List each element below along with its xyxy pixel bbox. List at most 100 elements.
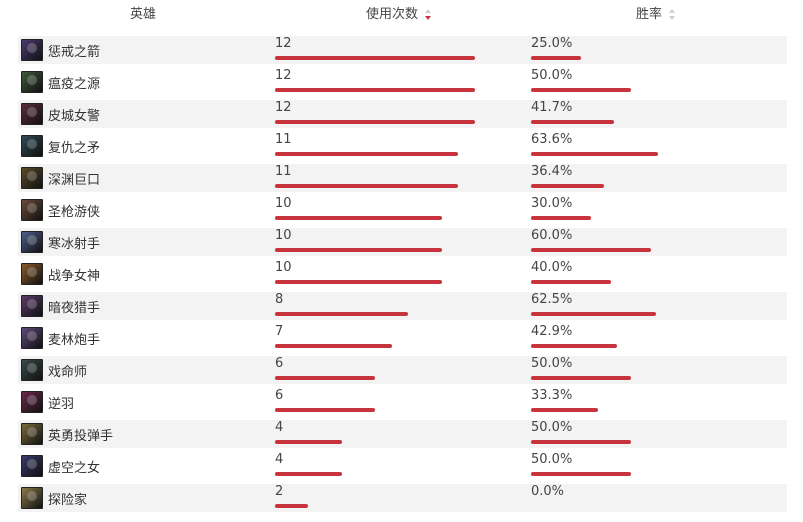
hero-name[interactable]: 惩戒之箭 — [48, 44, 101, 60]
hero-name[interactable]: 暗夜猎手 — [48, 300, 101, 316]
hero-name[interactable]: 瘟疫之源 — [48, 76, 101, 92]
winrate-cell: 62.5% — [531, 292, 656, 316]
hero-name[interactable]: 战争女神 — [48, 268, 101, 284]
table-row[interactable]: 探险家 2 0.0% — [0, 480, 803, 512]
hero-avatar-icon[interactable] — [21, 103, 43, 125]
uses-value: 12 — [275, 68, 292, 83]
uses-value: 4 — [275, 452, 284, 467]
table-row[interactable]: 复仇之矛 11 63.6% — [0, 128, 803, 160]
winrate-cell: 63.6% — [531, 132, 658, 156]
hero-name[interactable]: 皮城女警 — [48, 108, 101, 124]
winrate-bar — [531, 152, 658, 156]
winrate-value: 36.4% — [531, 164, 573, 179]
hero-cell[interactable]: 寒冰射手 — [21, 230, 100, 254]
uses-value: 4 — [275, 420, 284, 435]
table-row[interactable]: 虚空之女 4 50.0% — [0, 448, 803, 480]
hero-avatar-icon[interactable] — [21, 391, 43, 413]
row-stripe — [18, 420, 787, 448]
hero-cell[interactable]: 戏命师 — [21, 358, 87, 382]
winrate-bar — [531, 184, 604, 188]
hero-name[interactable]: 逆羽 — [48, 396, 75, 412]
hero-name[interactable]: 麦林炮手 — [48, 332, 101, 348]
table-row[interactable]: 深渊巨口 11 36.4% — [0, 160, 803, 192]
hero-cell[interactable]: 皮城女警 — [21, 102, 100, 126]
hero-avatar-icon[interactable] — [21, 71, 43, 93]
hero-cell[interactable]: 圣枪游侠 — [21, 198, 100, 222]
winrate-value: 50.0% — [531, 420, 573, 435]
hero-name[interactable]: 戏命师 — [48, 364, 88, 380]
table-row[interactable]: 英勇投弹手 4 50.0% — [0, 416, 803, 448]
hero-avatar-icon[interactable] — [21, 135, 43, 157]
hero-avatar-icon[interactable] — [21, 199, 43, 221]
column-header-uses[interactable]: 使用次数 — [366, 3, 432, 22]
winrate-bar — [531, 248, 651, 252]
hero-avatar-icon[interactable] — [21, 167, 43, 189]
winrate-value: 40.0% — [531, 260, 573, 275]
hero-cell[interactable]: 复仇之矛 — [21, 134, 100, 158]
hero-name[interactable]: 虚空之女 — [48, 460, 101, 476]
table-row[interactable]: 暗夜猎手 8 62.5% — [0, 288, 803, 320]
table-row[interactable]: 战争女神 10 40.0% — [0, 256, 803, 288]
row-stripe — [18, 484, 787, 512]
table-row[interactable]: 戏命师 6 50.0% — [0, 352, 803, 384]
table-row[interactable]: 逆羽 6 33.3% — [0, 384, 803, 416]
hero-avatar-icon[interactable] — [21, 39, 43, 61]
hero-name[interactable]: 英勇投弹手 — [48, 428, 114, 444]
hero-name[interactable]: 寒冰射手 — [48, 236, 101, 252]
hero-name[interactable]: 复仇之矛 — [48, 140, 101, 156]
uses-value: 6 — [275, 388, 284, 403]
winrate-value: 41.7% — [531, 100, 573, 115]
hero-cell[interactable]: 英勇投弹手 — [21, 422, 113, 446]
uses-value: 12 — [275, 36, 292, 51]
hero-avatar-icon[interactable] — [21, 327, 43, 349]
table-row[interactable]: 圣枪游侠 10 30.0% — [0, 192, 803, 224]
winrate-cell: 30.0% — [531, 196, 591, 220]
column-header-winrate[interactable]: 胜率 — [636, 3, 676, 22]
hero-name[interactable]: 深渊巨口 — [48, 172, 101, 188]
hero-cell[interactable]: 战争女神 — [21, 262, 100, 286]
hero-avatar-icon[interactable] — [21, 455, 43, 477]
uses-cell: 11 — [275, 132, 458, 156]
hero-avatar-icon[interactable] — [21, 295, 43, 317]
hero-name[interactable]: 圣枪游侠 — [48, 204, 101, 220]
hero-cell[interactable]: 瘟疫之源 — [21, 70, 100, 94]
hero-avatar-icon[interactable] — [21, 487, 43, 509]
hero-cell[interactable]: 探险家 — [21, 486, 87, 510]
winrate-value: 60.0% — [531, 228, 573, 243]
hero-avatar-icon[interactable] — [21, 423, 43, 445]
winrate-bar — [531, 472, 631, 476]
uses-cell: 4 — [275, 452, 342, 476]
uses-bar — [275, 344, 392, 348]
table-row[interactable]: 皮城女警 12 41.7% — [0, 96, 803, 128]
hero-cell[interactable]: 深渊巨口 — [21, 166, 100, 190]
column-header-winrate-label: 胜率 — [636, 7, 663, 22]
winrate-cell: 50.0% — [531, 68, 631, 92]
hero-avatar-icon[interactable] — [21, 359, 43, 381]
table-row[interactable]: 惩戒之箭 12 25.0% — [0, 32, 803, 64]
hero-cell[interactable]: 逆羽 — [21, 390, 74, 414]
uses-bar — [275, 184, 458, 188]
uses-cell: 4 — [275, 420, 342, 444]
hero-cell[interactable]: 暗夜猎手 — [21, 294, 100, 318]
hero-name[interactable]: 探险家 — [48, 492, 88, 508]
table-row[interactable]: 寒冰射手 10 60.0% — [0, 224, 803, 256]
winrate-cell: 50.0% — [531, 420, 631, 444]
hero-avatar-icon[interactable] — [21, 231, 43, 253]
hero-avatar-icon[interactable] — [21, 263, 43, 285]
uses-bar — [275, 408, 375, 412]
winrate-cell: 41.7% — [531, 100, 614, 124]
table-row[interactable]: 瘟疫之源 12 50.0% — [0, 64, 803, 96]
table-row[interactable]: 麦林炮手 7 42.9% — [0, 320, 803, 352]
uses-value: 10 — [275, 228, 292, 243]
uses-cell: 8 — [275, 292, 408, 316]
hero-cell[interactable]: 虚空之女 — [21, 454, 100, 478]
hero-cell[interactable]: 麦林炮手 — [21, 326, 100, 350]
sort-icon[interactable] — [669, 9, 676, 20]
winrate-cell: 36.4% — [531, 164, 604, 188]
sort-desc-icon[interactable] — [425, 9, 432, 20]
winrate-cell: 50.0% — [531, 452, 631, 476]
uses-bar — [275, 440, 342, 444]
hero-table: 惩戒之箭 12 25.0% 瘟疫之源 12 50.0% 皮城女警 12 41.7% 复仇之矛 11 6… — [0, 32, 803, 512]
uses-cell: 10 — [275, 228, 442, 252]
hero-cell[interactable]: 惩戒之箭 — [21, 38, 100, 62]
